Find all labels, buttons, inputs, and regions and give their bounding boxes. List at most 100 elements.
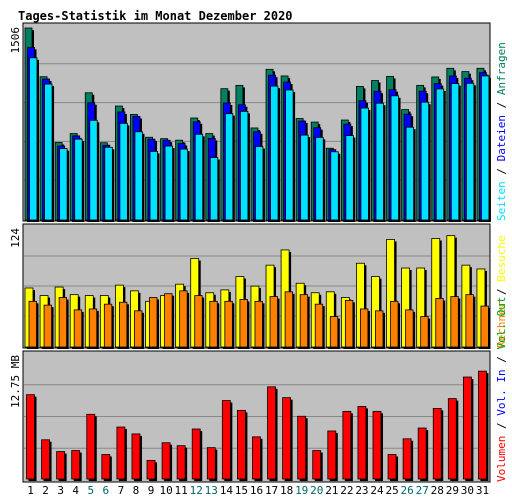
day-label: 22: [340, 484, 353, 497]
volume-bar-face: [252, 436, 261, 480]
volume-bar-face: [26, 394, 35, 480]
sites-bar-face: [224, 300, 233, 348]
volume-bar: [478, 370, 489, 481]
pages-bar-face: [481, 75, 490, 221]
pages-bar: [240, 110, 250, 222]
volume-bar-face: [161, 442, 171, 480]
pages-bar: [134, 131, 145, 222]
pages-bar: [360, 107, 371, 222]
pages-bar-face: [29, 57, 38, 221]
sites-bar: [314, 303, 325, 349]
volume-bar: [327, 430, 338, 481]
volume-bar-face: [387, 454, 397, 480]
volume-bar: [191, 428, 203, 481]
pages-bar: [345, 135, 356, 222]
day-label: 18: [280, 484, 293, 497]
volume-bar: [402, 438, 414, 481]
pages-bar: [481, 75, 491, 223]
pages-bar: [149, 151, 160, 222]
sites-bar-face: [329, 316, 339, 348]
day-label: 4: [72, 484, 79, 497]
visits-ymax-label: 124: [9, 228, 22, 248]
volume-bar-face: [478, 370, 487, 480]
sites-bar-face: [254, 300, 263, 348]
volume-bar: [432, 408, 444, 481]
pages-bar-face: [270, 85, 279, 221]
volume-bar-face: [176, 445, 186, 480]
day-label: 13: [205, 484, 218, 497]
volume-bar: [417, 427, 429, 481]
pages-bar-face: [390, 95, 399, 221]
sites-bar: [73, 309, 84, 349]
volume-bar: [252, 436, 263, 481]
volume-bar-face: [41, 439, 50, 480]
day-label: 25: [385, 484, 398, 497]
volume-bar: [131, 433, 142, 481]
pages-bar: [315, 136, 326, 222]
pages-bar-face: [224, 113, 234, 221]
legend-vol-in: Vol. In: [495, 369, 508, 415]
sites-bar: [360, 308, 370, 349]
volume-bar: [161, 442, 173, 481]
volume-bar: [462, 376, 474, 481]
sites-bar: [103, 303, 114, 349]
day-label: 11: [175, 484, 188, 497]
day-label: 24: [370, 484, 384, 497]
sites-bar-face: [284, 291, 293, 348]
volume-bar-face: [282, 397, 291, 480]
sites-bar-face: [360, 308, 369, 348]
pages-bar: [224, 113, 235, 222]
day-label: 31: [476, 484, 489, 497]
volume-ymax-label: 12.75 MB: [9, 355, 22, 408]
sites-bar-face: [390, 300, 399, 348]
pages-bar-face: [74, 138, 83, 221]
legend-volume: Volumen: [495, 436, 508, 482]
volume-bar-face: [56, 451, 66, 480]
sites-bar-face: [465, 294, 474, 348]
day-label: 21: [325, 484, 338, 497]
volume-bar-face: [372, 410, 382, 480]
sites-bar: [375, 310, 385, 349]
pages-bar: [450, 83, 461, 222]
pages-bar-face: [44, 83, 53, 221]
volume-bar: [342, 410, 353, 481]
sites-bar-face: [194, 295, 203, 348]
pages-bar: [390, 95, 401, 222]
sites-bar-face: [405, 309, 414, 348]
sites-bar: [450, 296, 461, 349]
volume-bar: [41, 439, 52, 481]
day-label: 17: [265, 484, 278, 497]
volume-bar: [221, 400, 233, 481]
requests-legend: Seiten / Dateien / Anfragen: [495, 42, 508, 221]
sites-bar: [435, 298, 446, 349]
pages-bar: [104, 146, 115, 222]
volume-bar: [282, 397, 293, 481]
pages-bar: [74, 138, 85, 222]
day-label: 6: [103, 484, 110, 497]
sites-bar: [344, 299, 355, 349]
volume-bar-face: [237, 409, 246, 480]
pages-bar: [209, 157, 220, 222]
pages-bar: [405, 126, 416, 222]
legend-visits: Besuche: [495, 235, 508, 281]
volume-bar-face: [447, 398, 457, 480]
sites-bar: [299, 294, 310, 349]
pages-bar-face: [179, 148, 189, 221]
sites-bar: [134, 310, 144, 349]
pages-bar-face: [420, 101, 430, 221]
sites-bar: [43, 304, 54, 349]
pages-bar: [119, 122, 130, 222]
sites-bar-face: [375, 310, 384, 348]
legend-vol-out: Vol. Out: [495, 297, 508, 350]
sites-bar-face: [88, 308, 98, 348]
sites-bar: [164, 293, 175, 349]
volume-bar-face: [206, 447, 216, 480]
sites-bar-face: [435, 298, 444, 348]
sites-bar-face: [73, 309, 83, 348]
sites-bar: [28, 300, 39, 349]
sites-bar-face: [344, 299, 354, 348]
volume-bar: [206, 447, 218, 481]
sites-bar: [420, 316, 431, 349]
